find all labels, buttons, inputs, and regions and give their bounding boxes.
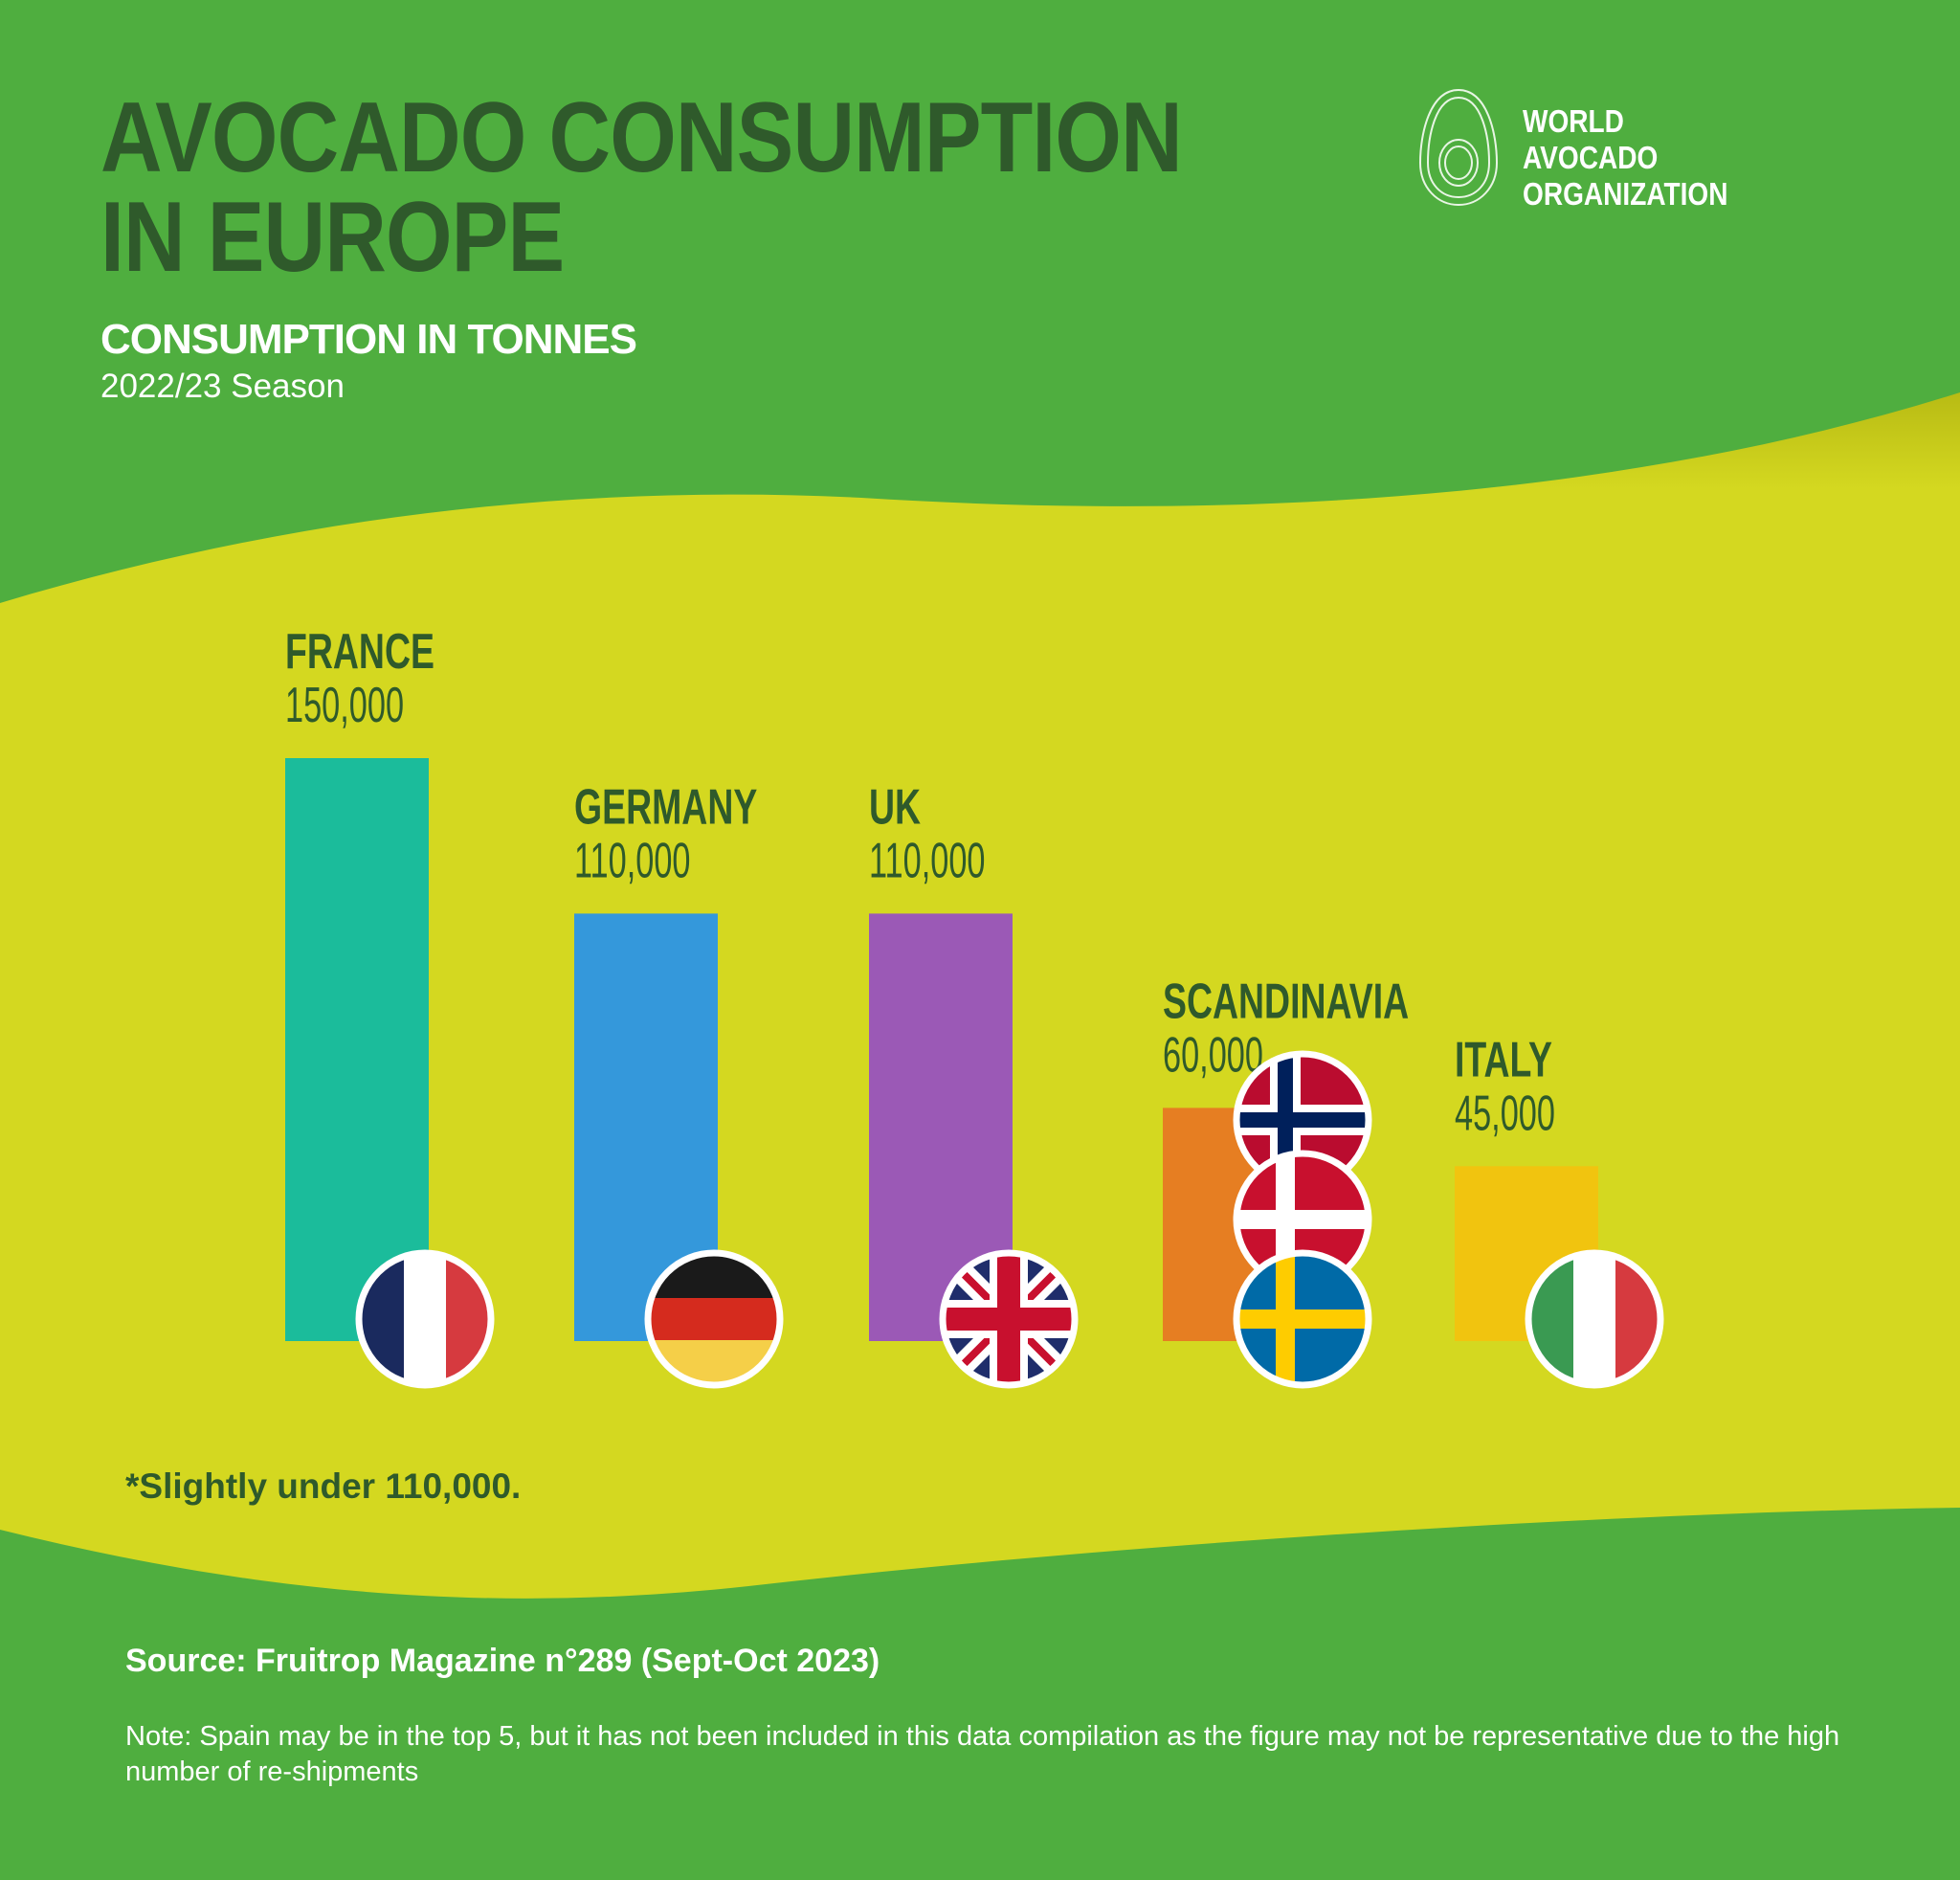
flag-border xyxy=(1525,1249,1664,1389)
flag xyxy=(651,1256,777,1382)
category-label: FRANCE xyxy=(285,623,434,680)
chart-title: AVOCADO CONSUMPTION IN EUROPE xyxy=(100,82,1183,293)
logo-icon xyxy=(1418,88,1499,207)
plot: FRANCE150,000GERMANY110,000UK110,000SCAN… xyxy=(285,623,1664,1389)
flag-part xyxy=(1276,1256,1295,1382)
category-label: ITALY xyxy=(1455,1031,1552,1087)
bar xyxy=(285,758,429,1341)
footnote: *Slightly under 110,000. xyxy=(125,1466,522,1506)
flag xyxy=(1239,1057,1366,1183)
flag-part xyxy=(1573,1256,1615,1382)
logo-text: WORLD xyxy=(1523,103,1624,139)
category-label: GERMANY xyxy=(574,778,757,835)
note: Note: Spain may be in the top 5, but it … xyxy=(125,1721,1840,1787)
flag xyxy=(1239,1256,1366,1382)
flag-border xyxy=(1233,1249,1372,1389)
category-label: SCANDINAVIA xyxy=(1163,973,1409,1029)
flag-border xyxy=(939,1249,1079,1389)
flag-border xyxy=(355,1249,495,1389)
chart-subtitle: CONSUMPTION IN TONNES xyxy=(100,316,637,363)
flag-part xyxy=(1239,1112,1366,1128)
flag xyxy=(946,1256,1072,1382)
value-label: 150,000 xyxy=(285,678,404,733)
category-label: UK xyxy=(869,778,921,835)
logo-text: ORGANIZATION xyxy=(1523,176,1728,212)
value-label: 110,000 xyxy=(574,833,690,888)
value-label: 45,000 xyxy=(1455,1085,1555,1141)
value-label: 60,000 xyxy=(1163,1027,1263,1083)
source: Source: Fruitrop Magazine n°289 (Sept-Oc… xyxy=(125,1643,880,1679)
flag xyxy=(362,1256,488,1382)
flag-part xyxy=(997,1256,1020,1382)
flag-part xyxy=(1239,1309,1366,1329)
flag-border xyxy=(644,1249,784,1389)
logo-text: AVOCADO xyxy=(1523,140,1659,175)
flag-part xyxy=(404,1256,446,1382)
flag-part xyxy=(1239,1210,1366,1229)
season-label: 2022/23 Season xyxy=(100,368,345,405)
flag-part xyxy=(651,1298,777,1340)
value-label: 110,000 xyxy=(869,833,985,888)
flag xyxy=(1531,1256,1658,1382)
